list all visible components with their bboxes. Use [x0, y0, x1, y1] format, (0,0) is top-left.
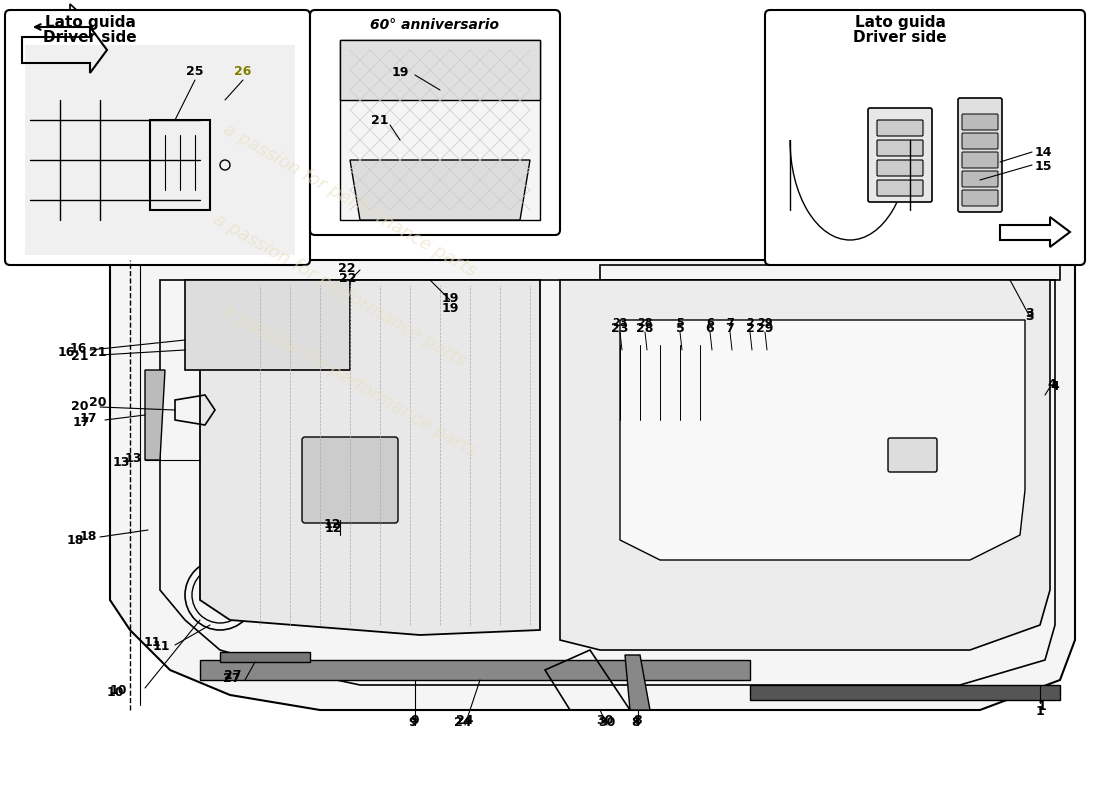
Text: 2: 2: [746, 318, 754, 328]
Polygon shape: [220, 652, 310, 662]
FancyBboxPatch shape: [962, 152, 998, 168]
Text: 7: 7: [726, 318, 734, 328]
Text: 4: 4: [1050, 381, 1058, 394]
Text: 8: 8: [634, 714, 642, 727]
Text: 17: 17: [73, 415, 90, 429]
Text: 8: 8: [631, 717, 640, 730]
Text: 21: 21: [372, 114, 388, 126]
Text: 19: 19: [441, 293, 459, 306]
FancyBboxPatch shape: [888, 438, 937, 472]
Text: 23: 23: [612, 322, 629, 335]
FancyBboxPatch shape: [877, 160, 923, 176]
Text: 14: 14: [1035, 146, 1053, 158]
Text: 28: 28: [636, 322, 653, 335]
Text: 2: 2: [746, 322, 755, 335]
Polygon shape: [620, 320, 1025, 560]
Text: 21: 21: [70, 350, 88, 363]
Text: 16: 16: [57, 346, 75, 358]
Text: 17: 17: [79, 411, 97, 425]
Polygon shape: [145, 370, 165, 460]
Text: 25: 25: [186, 65, 204, 78]
Polygon shape: [340, 40, 540, 100]
Text: a passion for performance parts: a passion for performance parts: [210, 210, 470, 370]
Text: 27: 27: [224, 669, 242, 682]
Text: 1: 1: [1037, 699, 1046, 713]
Text: 7: 7: [726, 322, 735, 335]
FancyBboxPatch shape: [962, 133, 998, 149]
Text: 11: 11: [143, 635, 161, 649]
Text: 6: 6: [706, 318, 714, 328]
Text: 18: 18: [79, 530, 97, 543]
Text: 30: 30: [598, 717, 616, 730]
Text: 3: 3: [1025, 307, 1034, 320]
FancyBboxPatch shape: [6, 10, 310, 265]
FancyBboxPatch shape: [962, 114, 998, 130]
Text: Lato guida: Lato guida: [855, 14, 945, 30]
Text: 9: 9: [409, 717, 417, 730]
Text: 3: 3: [1025, 310, 1034, 323]
Text: 11: 11: [153, 641, 170, 654]
FancyBboxPatch shape: [877, 180, 923, 196]
Text: 13: 13: [124, 451, 142, 465]
Polygon shape: [25, 45, 295, 255]
Text: 12: 12: [323, 518, 341, 530]
Text: 20: 20: [70, 401, 88, 414]
Text: 16: 16: [69, 342, 87, 354]
Text: Driver side: Driver side: [854, 30, 947, 45]
Text: 6: 6: [706, 322, 714, 335]
Polygon shape: [625, 655, 650, 710]
Polygon shape: [200, 280, 540, 635]
Text: 1: 1: [1035, 705, 1044, 718]
Text: 20: 20: [89, 397, 107, 410]
Circle shape: [214, 590, 225, 600]
Polygon shape: [560, 280, 1050, 650]
Text: 5: 5: [676, 318, 684, 328]
Text: 10: 10: [109, 684, 126, 697]
Text: a passion for performance parts: a passion for performance parts: [220, 120, 480, 280]
Polygon shape: [200, 660, 750, 680]
Text: 26: 26: [234, 65, 252, 78]
Text: 29: 29: [757, 318, 773, 328]
Polygon shape: [340, 40, 540, 220]
Text: 15: 15: [1035, 161, 1053, 174]
Polygon shape: [185, 280, 350, 370]
Text: a passion for performance parts: a passion for performance parts: [220, 300, 480, 460]
FancyBboxPatch shape: [958, 98, 1002, 212]
Text: 12: 12: [324, 522, 342, 535]
Text: 24: 24: [454, 717, 472, 730]
Text: Driver side: Driver side: [43, 30, 136, 45]
Text: 23: 23: [613, 318, 628, 328]
Text: 29: 29: [757, 322, 773, 335]
FancyBboxPatch shape: [302, 437, 398, 523]
FancyBboxPatch shape: [764, 10, 1085, 265]
Polygon shape: [750, 685, 1060, 700]
Text: 5: 5: [675, 322, 684, 335]
FancyBboxPatch shape: [868, 108, 932, 202]
FancyBboxPatch shape: [310, 10, 560, 235]
Text: 9: 9: [410, 714, 419, 727]
Text: 60° anniversario: 60° anniversario: [371, 18, 499, 32]
Polygon shape: [110, 260, 1075, 710]
Text: 22: 22: [339, 272, 356, 285]
Text: 18: 18: [67, 534, 84, 546]
Text: 28: 28: [637, 318, 652, 328]
Text: Lato guida: Lato guida: [45, 14, 135, 30]
Text: 30: 30: [596, 714, 614, 727]
FancyBboxPatch shape: [962, 190, 998, 206]
Text: 4: 4: [1047, 378, 1056, 391]
FancyBboxPatch shape: [877, 120, 923, 136]
Text: 27: 27: [223, 671, 241, 685]
Text: 13: 13: [112, 455, 130, 469]
Text: 19: 19: [441, 302, 459, 315]
Polygon shape: [350, 160, 530, 220]
Text: 10: 10: [107, 686, 123, 698]
Text: 21: 21: [89, 346, 107, 359]
Text: 24: 24: [456, 714, 474, 727]
Text: 22: 22: [339, 262, 355, 275]
FancyBboxPatch shape: [877, 140, 923, 156]
FancyBboxPatch shape: [962, 171, 998, 187]
Text: 19: 19: [392, 66, 409, 78]
